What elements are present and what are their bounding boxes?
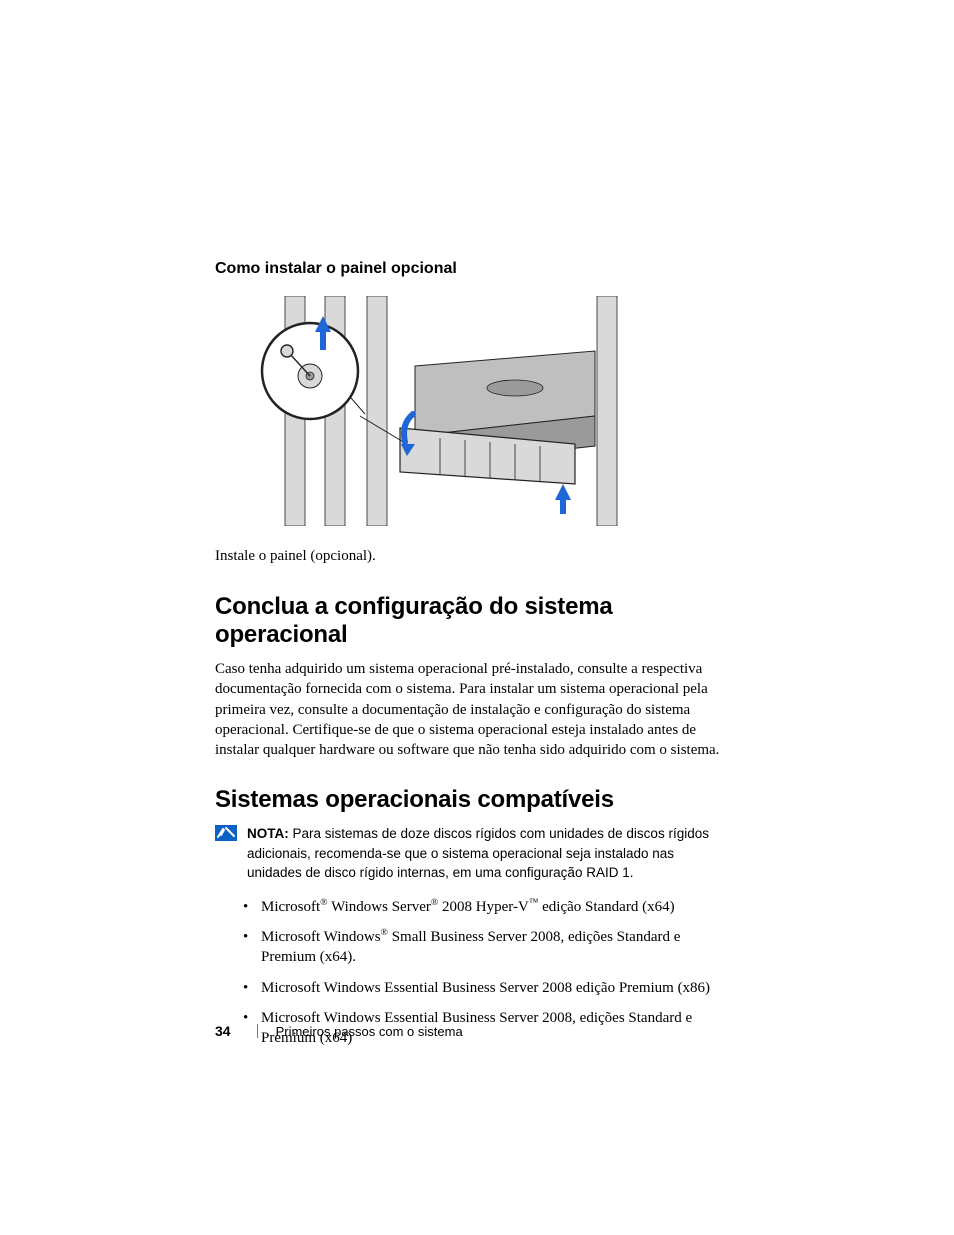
list-item: Microsoft® Windows Server® 2008 Hyper-V™… [243, 897, 733, 917]
subheading-install-panel: Como instalar o painel opcional [215, 260, 739, 278]
note-body: Para sistemas de doze discos rígidos com… [247, 826, 709, 880]
page-number: 34 [215, 1023, 231, 1039]
tm-mark: ™ [529, 897, 539, 908]
figure-caption: Instale o painel (opcional). [215, 548, 739, 565]
note-text: NOTA: Para sistemas de doze discos rígid… [247, 824, 725, 883]
note-label: NOTA: [247, 826, 289, 841]
list-item: Microsoft Windows Essential Business Ser… [243, 978, 733, 998]
document-page: Como instalar o painel opcional [0, 0, 954, 1235]
os-text: 2008 Hyper-V [438, 899, 529, 915]
reg-mark: ® [320, 897, 327, 908]
page-footer: 34 Primeiros passos com o sistema [215, 1023, 463, 1039]
note-block: NOTA: Para sistemas de doze discos rígid… [215, 824, 725, 883]
installation-illustration [215, 296, 637, 526]
os-text: Microsoft [261, 899, 320, 915]
footer-divider [257, 1024, 258, 1038]
heading-complete-os-config: Conclua a configuração do sistema operac… [215, 593, 739, 649]
installation-figure [215, 296, 637, 526]
os-text: edição Standard (x64) [538, 899, 674, 915]
note-icon [215, 825, 237, 846]
os-text: Microsoft Windows [261, 929, 381, 945]
reg-mark: ® [381, 927, 388, 938]
list-item: Microsoft Windows® Small Business Server… [243, 927, 733, 968]
footer-text: Primeiros passos com o sistema [276, 1024, 463, 1039]
os-text: Windows Server [328, 899, 431, 915]
heading-supported-os: Sistemas operacionais compatíveis [215, 786, 739, 814]
os-text: Microsoft Windows Essential Business Ser… [261, 980, 710, 996]
paragraph-os-config: Caso tenha adquirido um sistema operacio… [215, 659, 725, 760]
